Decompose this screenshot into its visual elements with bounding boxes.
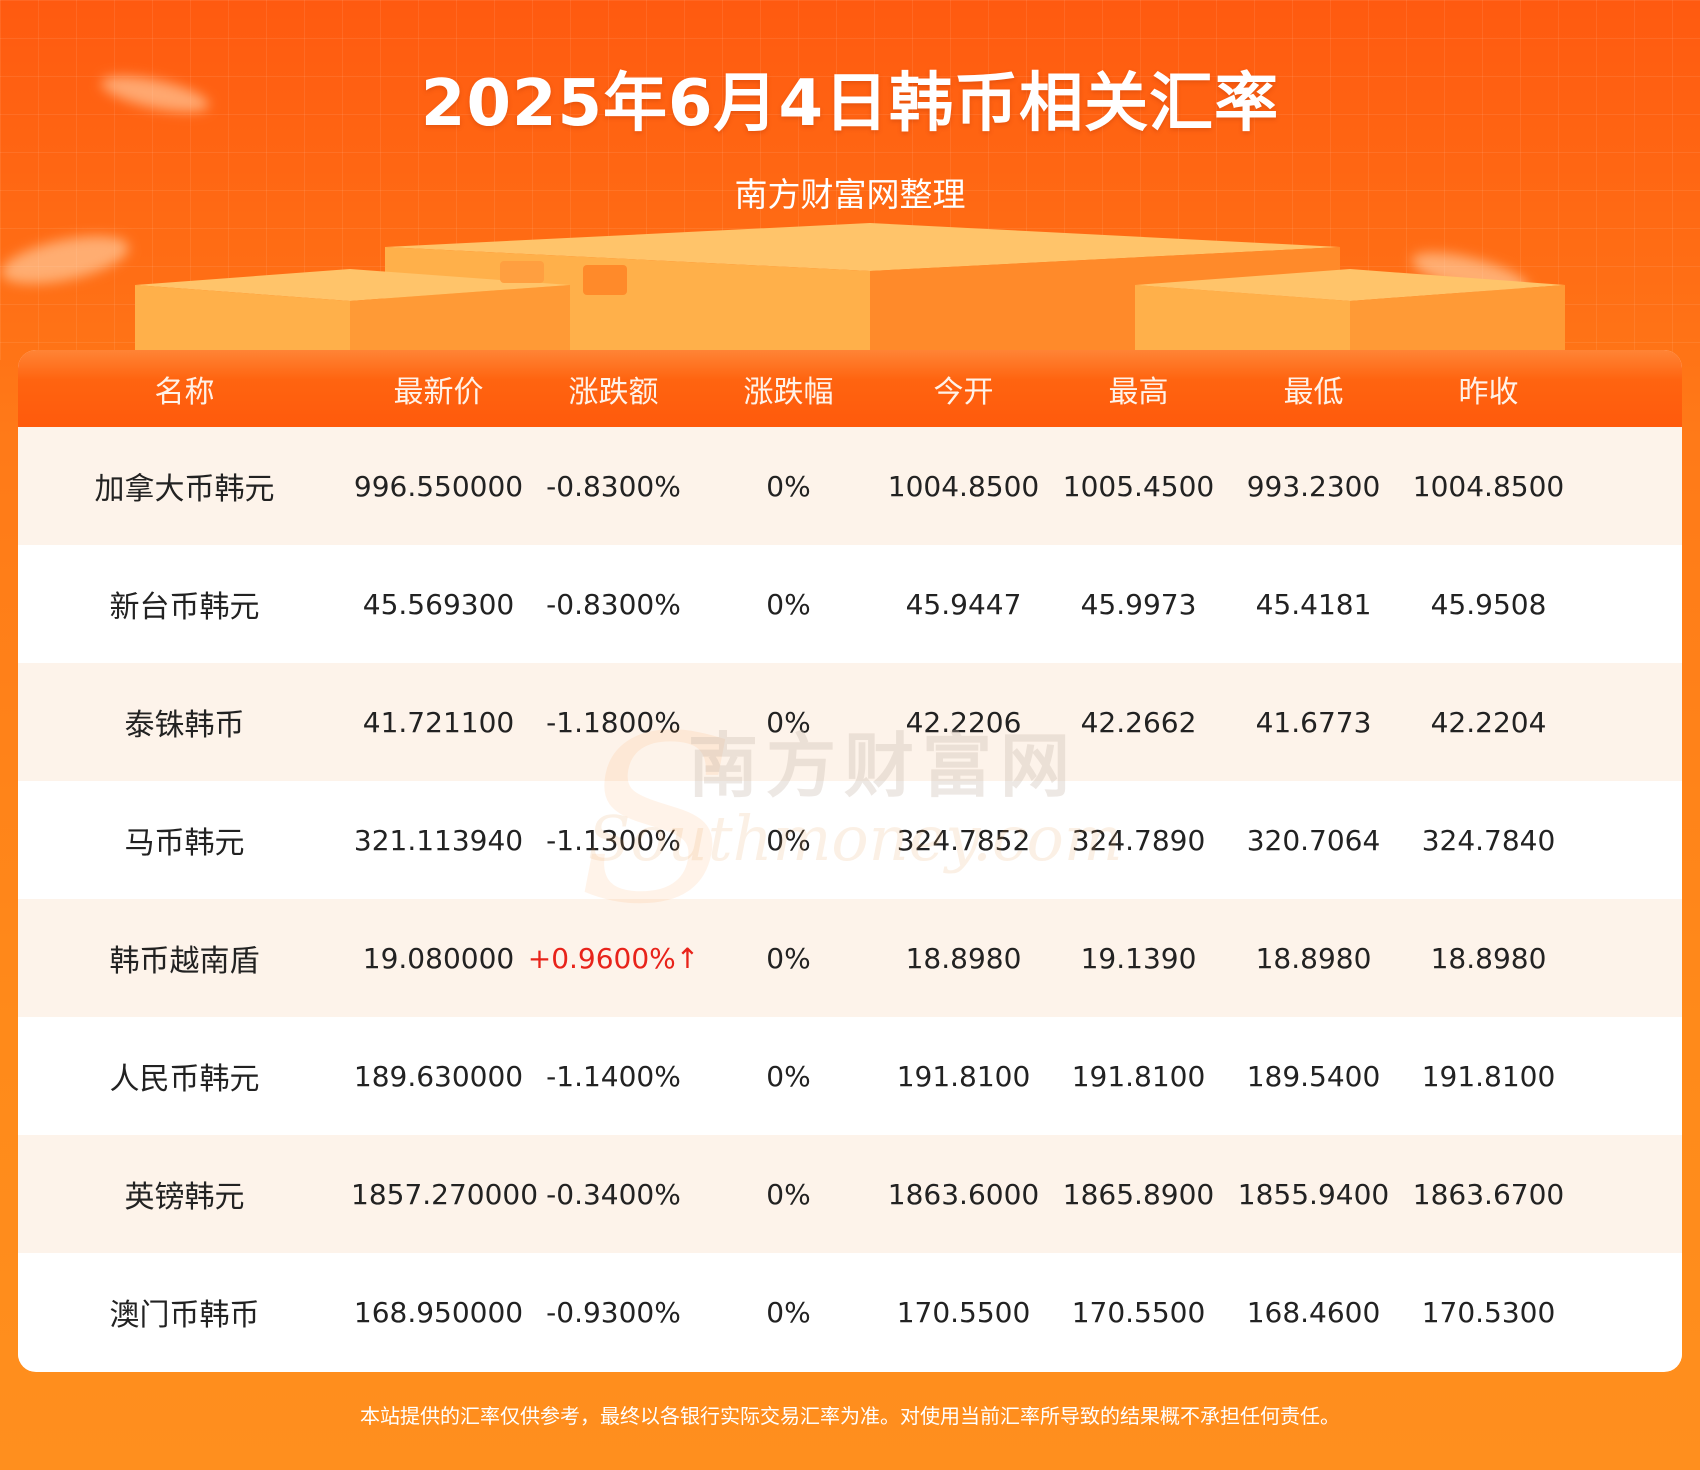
cell-change: -1.1300% <box>546 823 681 857</box>
cell-high: 19.1390 <box>1080 941 1197 975</box>
cell-change: -1.1400% <box>546 1059 681 1093</box>
page-title: 2025年6月4日韩币相关汇率 <box>420 67 1280 141</box>
cell-high: 1005.4500 <box>1062 469 1215 503</box>
cell-high: 324.7890 <box>1071 823 1206 857</box>
column-header-name: 名称 <box>154 374 215 410</box>
table-row: 韩币越南盾 19.080000 +0.9600%↑ 0% 18.8980 19.… <box>18 899 1682 1017</box>
decorative-podium <box>135 223 1565 355</box>
disclaimer-text: 本站提供的汇率仅供参考，最终以各银行实际交易汇率为准。对使用当前汇率所导致的结果… <box>360 1404 1340 1428</box>
cell-change-pct: 0% <box>766 469 811 503</box>
cell-low: 1855.9400 <box>1237 1177 1390 1211</box>
cell-change: -0.8300% <box>546 469 681 503</box>
cell-prev-close: 45.9508 <box>1430 587 1547 621</box>
table-row: 马币韩元 321.113940 -1.1300% 0% 324.7852 324… <box>18 781 1682 899</box>
cell-latest: 321.113940 <box>353 823 524 857</box>
column-header-latest: 最新价 <box>393 374 484 410</box>
cell-prev-close: 1004.8500 <box>1412 469 1565 503</box>
cell-low: 993.2300 <box>1246 469 1381 503</box>
cell-change: -0.3400% <box>546 1177 681 1211</box>
cell-high: 170.5500 <box>1071 1295 1206 1329</box>
page-subtitle: 南方财富网整理 <box>734 175 966 214</box>
cell-change-pct: 0% <box>766 1059 811 1093</box>
cell-name: 新台币韩元 <box>109 590 260 625</box>
table-row: 泰铢韩币 41.721100 -1.1800% 0% 42.2206 42.26… <box>18 663 1682 781</box>
cell-prev-close: 324.7840 <box>1421 823 1556 857</box>
cell-open: 18.8980 <box>905 941 1022 975</box>
cell-low: 18.8980 <box>1255 941 1372 975</box>
cell-name: 加拿大币韩元 <box>94 472 275 507</box>
column-header-change: 涨跌额 <box>568 374 659 410</box>
cell-name: 泰铢韩币 <box>124 708 245 743</box>
table-row: 加拿大币韩元 996.550000 -0.8300% 0% 1004.8500 … <box>18 427 1682 545</box>
rate-table-card: 名称 最新价 涨跌额 涨跌幅 今开 最高 最低 昨收 加拿大币韩元 996.55… <box>18 350 1682 1372</box>
cell-high: 42.2662 <box>1080 705 1197 739</box>
cell-change-pct: 0% <box>766 1295 811 1329</box>
cell-change-pct: 0% <box>766 705 811 739</box>
cell-latest: 41.721100 <box>362 705 515 739</box>
cell-latest: 45.569300 <box>362 587 515 621</box>
cell-open: 42.2206 <box>905 705 1022 739</box>
column-header-prev-close: 昨收 <box>1458 374 1519 410</box>
cell-high: 45.9973 <box>1080 587 1197 621</box>
cell-prev-close: 1863.6700 <box>1412 1177 1565 1211</box>
cell-latest: 996.550000 <box>353 469 524 503</box>
cell-low: 168.4600 <box>1246 1295 1381 1329</box>
cell-change: -0.8300% <box>546 587 681 621</box>
cell-prev-close: 191.8100 <box>1421 1059 1556 1093</box>
cell-name: 澳门币韩币 <box>109 1298 260 1333</box>
cell-latest: 1857.270000 <box>351 1177 539 1211</box>
cell-latest: 19.080000 <box>362 941 515 975</box>
cell-change-pct: 0% <box>766 1177 811 1211</box>
cell-open: 45.9447 <box>905 587 1022 621</box>
cell-latest: 189.630000 <box>353 1059 524 1093</box>
table-row: 英镑韩元 1857.270000 -0.3400% 0% 1863.6000 1… <box>18 1135 1682 1253</box>
header-gloss <box>18 350 1682 380</box>
cell-change-pct: 0% <box>766 587 811 621</box>
cell-open: 170.5500 <box>896 1295 1031 1329</box>
column-header-low: 最低 <box>1283 374 1344 410</box>
cell-change-pct: 0% <box>766 941 811 975</box>
cell-low: 41.6773 <box>1255 705 1372 739</box>
cell-open: 324.7852 <box>896 823 1031 857</box>
cell-prev-close: 18.8980 <box>1430 941 1547 975</box>
column-header-open: 今开 <box>933 374 994 410</box>
cell-latest: 168.950000 <box>353 1295 524 1329</box>
cell-open: 1004.8500 <box>887 469 1040 503</box>
table-header: 名称 最新价 涨跌额 涨跌幅 今开 最高 最低 昨收 <box>18 350 1682 427</box>
table-row: 人民币韩元 189.630000 -1.1400% 0% 191.8100 19… <box>18 1017 1682 1135</box>
cell-prev-close: 42.2204 <box>1430 705 1547 739</box>
cell-change-pct: 0% <box>766 823 811 857</box>
column-header-high: 最高 <box>1108 374 1169 410</box>
table-row: 新台币韩元 45.569300 -0.8300% 0% 45.9447 45.9… <box>18 545 1682 663</box>
cell-change: +0.9600%↑ <box>527 941 700 975</box>
cell-open: 1863.6000 <box>887 1177 1040 1211</box>
cell-high: 191.8100 <box>1071 1059 1206 1093</box>
cell-name: 马币韩元 <box>124 826 245 861</box>
cell-high: 1865.8900 <box>1062 1177 1215 1211</box>
cell-name: 人民币韩元 <box>109 1062 260 1097</box>
cell-low: 320.7064 <box>1246 823 1381 857</box>
cell-name: 英镑韩元 <box>124 1180 245 1215</box>
cell-open: 191.8100 <box>896 1059 1031 1093</box>
cell-name: 韩币越南盾 <box>109 944 260 979</box>
cell-low: 45.4181 <box>1255 587 1372 621</box>
cell-low: 189.5400 <box>1246 1059 1381 1093</box>
cell-change: -0.9300% <box>546 1295 681 1329</box>
cell-change: -1.1800% <box>546 705 681 739</box>
table-row: 澳门币韩币 168.950000 -0.9300% 0% 170.5500 17… <box>18 1253 1682 1371</box>
column-header-change-pct: 涨跌幅 <box>743 374 834 410</box>
cell-prev-close: 170.5300 <box>1421 1295 1556 1329</box>
